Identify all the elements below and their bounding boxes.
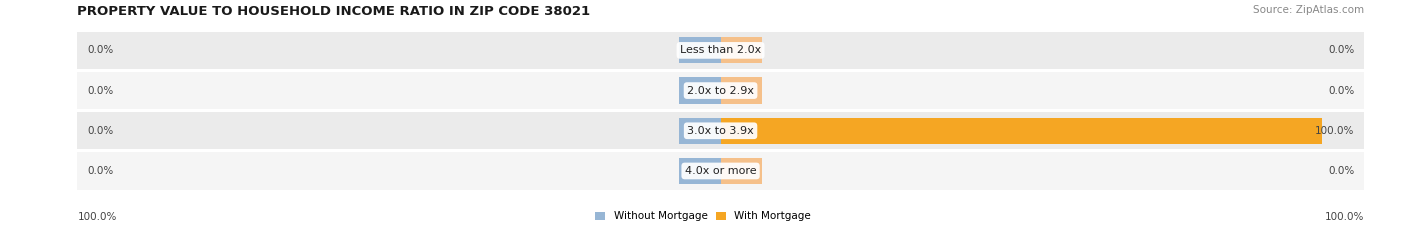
Text: 100.0%: 100.0% xyxy=(1324,212,1364,222)
Bar xyxy=(721,78,762,104)
Text: 0.0%: 0.0% xyxy=(1327,45,1354,55)
Text: 0.0%: 0.0% xyxy=(87,166,114,176)
Text: 0.0%: 0.0% xyxy=(87,45,114,55)
Text: 0.0%: 0.0% xyxy=(1327,166,1354,176)
Bar xyxy=(721,158,762,184)
Text: 0.0%: 0.0% xyxy=(1327,86,1354,96)
Bar xyxy=(679,118,721,144)
Bar xyxy=(679,78,721,104)
Text: PROPERTY VALUE TO HOUSEHOLD INCOME RATIO IN ZIP CODE 38021: PROPERTY VALUE TO HOUSEHOLD INCOME RATIO… xyxy=(77,5,591,18)
Text: 2.0x to 2.9x: 2.0x to 2.9x xyxy=(688,86,754,96)
Bar xyxy=(721,37,762,63)
Legend: Without Mortgage, With Mortgage: Without Mortgage, With Mortgage xyxy=(591,207,815,226)
Text: Less than 2.0x: Less than 2.0x xyxy=(681,45,761,55)
Text: 0.0%: 0.0% xyxy=(87,86,114,96)
Text: 4.0x or more: 4.0x or more xyxy=(685,166,756,176)
Text: 100.0%: 100.0% xyxy=(1315,126,1354,136)
Text: 0.0%: 0.0% xyxy=(87,126,114,136)
Text: 100.0%: 100.0% xyxy=(77,212,117,222)
Text: 3.0x to 3.9x: 3.0x to 3.9x xyxy=(688,126,754,136)
Bar xyxy=(721,118,1322,144)
Bar xyxy=(679,37,721,63)
Bar xyxy=(679,158,721,184)
Text: Source: ZipAtlas.com: Source: ZipAtlas.com xyxy=(1253,5,1364,15)
